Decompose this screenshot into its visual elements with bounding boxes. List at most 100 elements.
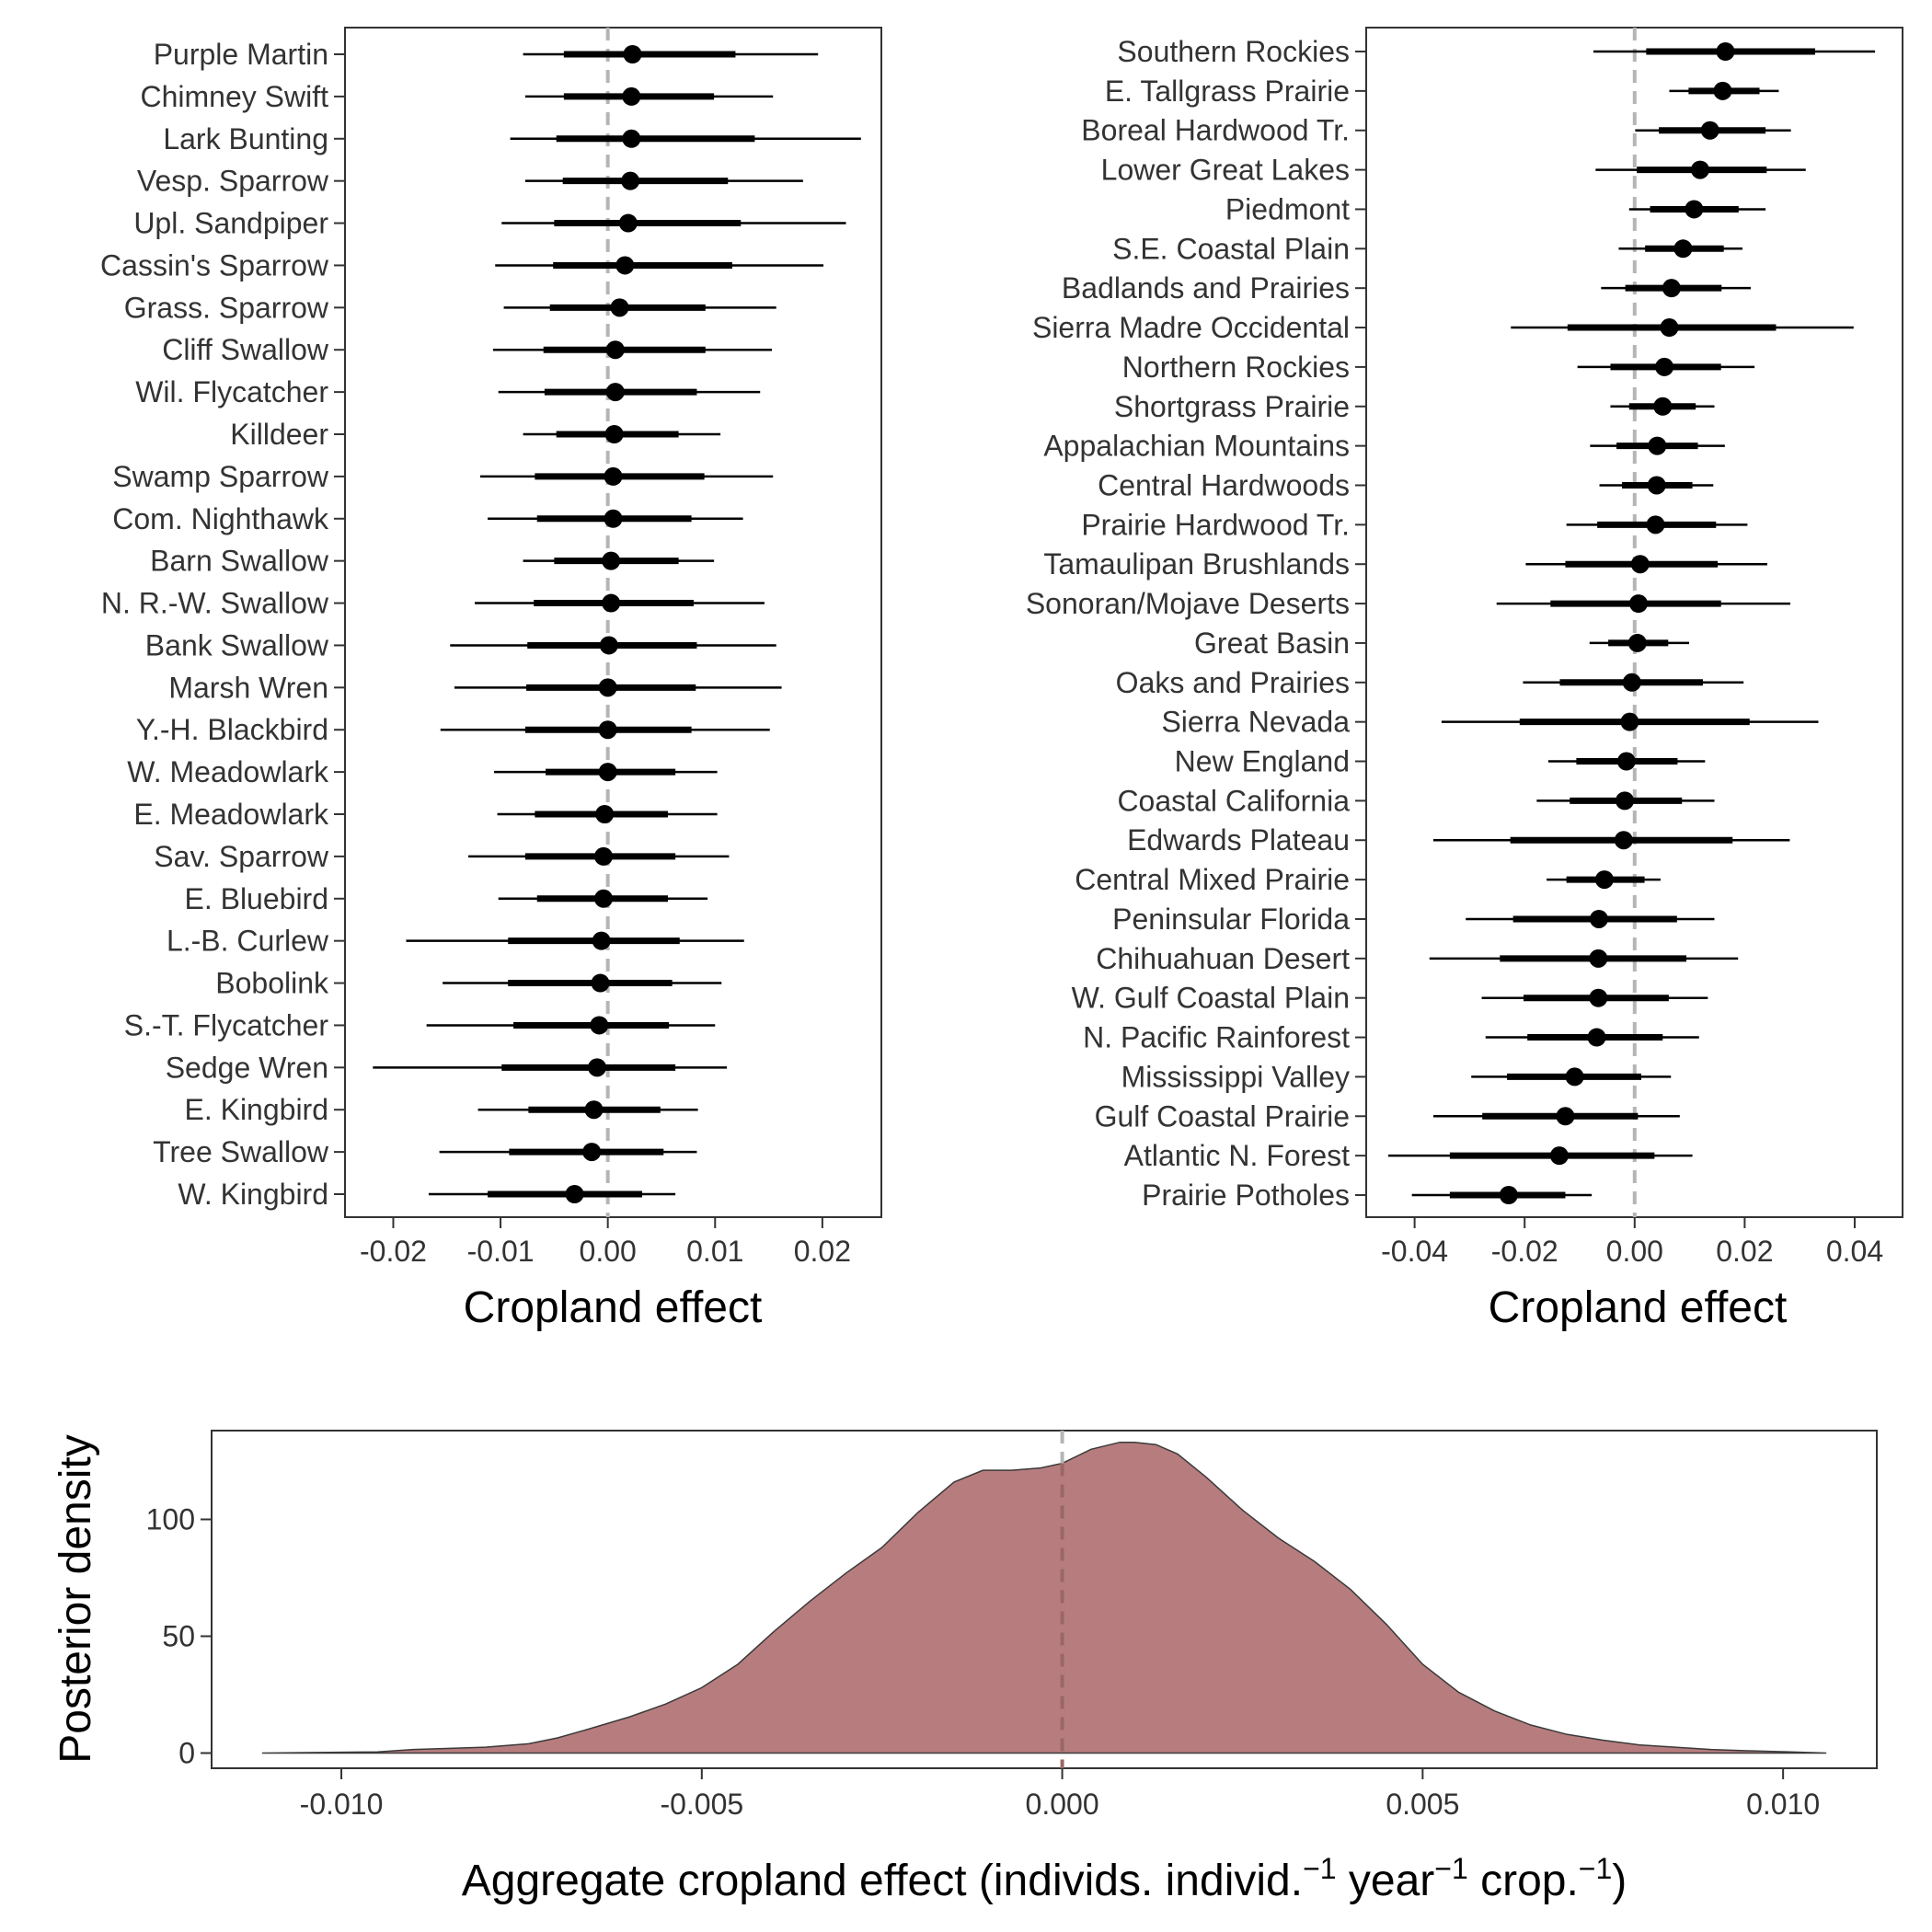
region-row-label: Prairie Hardwood Tr.	[1081, 508, 1350, 541]
density-y-tick-label: 100	[146, 1503, 195, 1536]
density-y-ticks: 0 50 100	[146, 1503, 212, 1769]
species-row-label: Sav. Sparrow	[154, 840, 329, 873]
species-x-tick-label: -0.02	[360, 1235, 427, 1268]
species-row-label: Cliff Swallow	[162, 333, 329, 366]
region-row-label: Gulf Coastal Prairie	[1095, 1099, 1350, 1133]
species-rows: Purple Martin Chimney Swift Lark Bunting Ve…	[100, 38, 861, 1211]
species-row-label: Purple Martin	[154, 38, 328, 71]
region-row-label: Coastal California	[1117, 784, 1350, 817]
region-row-label: Chihuahuan Desert	[1096, 942, 1350, 975]
region-median-point	[1713, 81, 1732, 100]
species-median-point	[590, 1016, 609, 1035]
species-x-tick-label: 0.02	[794, 1235, 851, 1268]
region-median-point	[1662, 279, 1681, 298]
region-median-point	[1616, 752, 1636, 771]
species-row-label: Bobolink	[215, 967, 329, 1000]
species-median-point	[602, 551, 621, 570]
density-x-tick-label: -0.010	[300, 1788, 384, 1821]
region-row-label: Sierra Nevada	[1161, 706, 1350, 739]
species-row-label: E. Bluebird	[184, 882, 328, 915]
region-row-label: Tamaulipan Brushlands	[1043, 547, 1350, 581]
region-row-label: Badlands and Prairies	[1062, 271, 1350, 305]
species-row-label: Killdeer	[230, 418, 328, 451]
density-x-tick-label: -0.005	[660, 1788, 743, 1821]
region-row-label: Peninsular Florida	[1112, 903, 1350, 936]
region-median-point	[1620, 712, 1639, 731]
region-median-point	[1660, 318, 1679, 338]
species-row-label: W. Kingbird	[178, 1178, 328, 1211]
species-median-point	[615, 256, 635, 275]
species-x-tick-label: 0.01	[686, 1235, 743, 1268]
region-row-label: New England	[1175, 745, 1350, 778]
region-median-point	[1622, 673, 1641, 692]
region-median-point	[1685, 200, 1704, 219]
species-median-point	[594, 889, 614, 908]
species-row-label: Grass. Sparrow	[124, 291, 329, 324]
region-x-tick-label: -0.04	[1381, 1235, 1448, 1268]
species-median-point	[565, 1185, 584, 1203]
species-median-point	[584, 1100, 604, 1120]
region-row-label: Central Hardwoods	[1098, 468, 1350, 501]
species-median-point	[622, 86, 641, 106]
species-median-point	[623, 45, 642, 63]
region-row-label: Boreal Hardwood Tr.	[1081, 114, 1350, 147]
region-row-label: Southern Rockies	[1117, 35, 1350, 68]
species-forest-panel: Purple Martin Chimney Swift Lark Bunting Ve…	[100, 27, 882, 1332]
region-forest-panel: Southern Rockies E. Tallgrass Prairie Bore…	[1026, 27, 1903, 1332]
species-x-ticks: -0.02 -0.01 0.00 0.01 0.02	[360, 1217, 851, 1268]
species-row-label: W. Meadowlark	[127, 755, 329, 788]
density-area	[261, 1441, 1827, 1754]
region-row-label: Edwards Plateau	[1127, 823, 1350, 857]
region-x-tick-label: 0.00	[1606, 1235, 1663, 1268]
region-row-label: Central Mixed Prairie	[1075, 863, 1350, 896]
region-median-point	[1647, 476, 1666, 495]
species-median-point	[602, 593, 621, 613]
region-x-ticks: -0.04 -0.02 0.00 0.02 0.04	[1381, 1217, 1883, 1268]
aggregate-density-panel: -0.010 -0.005 0.000 0.005 0.010 0 50 100 Poste…	[52, 1430, 1878, 1905]
region-row-label: E. Tallgrass Prairie	[1105, 75, 1350, 108]
species-row-label: Marsh Wren	[168, 671, 328, 704]
region-row-label: Prairie Potholes	[1142, 1179, 1350, 1212]
region-row-label: Northern Rockies	[1122, 351, 1350, 384]
species-row-label: Wil. Flycatcher	[135, 375, 328, 408]
species-row-label: Swamp Sparrow	[112, 460, 329, 493]
region-median-point	[1616, 791, 1635, 811]
region-median-point	[1690, 160, 1709, 179]
species-row-label: L.-B. Curlew	[167, 925, 329, 958]
region-x-tick-label: 0.04	[1826, 1235, 1883, 1268]
region-row-label: S.E. Coastal Plain	[1112, 232, 1350, 265]
region-median-point	[1627, 633, 1647, 652]
species-row-label: S.-T. Flycatcher	[124, 1008, 329, 1041]
region-median-point	[1565, 1067, 1584, 1087]
region-row-label: Atlantic N. Forest	[1124, 1139, 1351, 1172]
region-x-tick-label: -0.02	[1491, 1235, 1558, 1268]
species-median-point	[622, 129, 641, 148]
species-row-label: Chimney Swift	[141, 80, 329, 113]
species-median-point	[618, 213, 638, 233]
species-row-label: E. Kingbird	[184, 1093, 328, 1126]
region-row-label: Mississippi Valley	[1121, 1060, 1350, 1093]
species-row-label: N. R.-W. Swallow	[101, 587, 329, 620]
density-x-ticks: -0.010 -0.005 0.000 0.005 0.010	[300, 1768, 1820, 1821]
region-median-point	[1628, 594, 1648, 614]
species-median-point	[604, 509, 623, 528]
density-x-axis-title: Aggregate cropland effect (individs. ind…	[462, 1852, 1627, 1905]
density-panel-border	[211, 1430, 1878, 1769]
density-x-tick-label: 0.005	[1386, 1788, 1459, 1821]
species-median-point	[582, 1143, 602, 1162]
species-row-label: Cassin's Sparrow	[100, 248, 329, 282]
species-row-label: Barn Swallow	[150, 545, 329, 578]
region-row-label: Piedmont	[1225, 192, 1350, 225]
region-row-label: Lower Great Lakes	[1101, 154, 1350, 187]
region-median-point	[1716, 42, 1735, 61]
region-median-point	[1549, 1146, 1569, 1166]
region-median-point	[1700, 121, 1719, 140]
species-median-point	[621, 171, 640, 190]
species-row-label: Y.-H. Blackbird	[136, 713, 328, 746]
species-row-label: Lark Bunting	[163, 122, 328, 155]
density-y-tick-label: 50	[162, 1620, 195, 1653]
species-median-point	[598, 763, 617, 782]
species-x-tick-label: -0.01	[467, 1235, 535, 1268]
region-row-label: Sierra Madre Occidental	[1032, 311, 1350, 344]
species-median-point	[604, 425, 624, 443]
